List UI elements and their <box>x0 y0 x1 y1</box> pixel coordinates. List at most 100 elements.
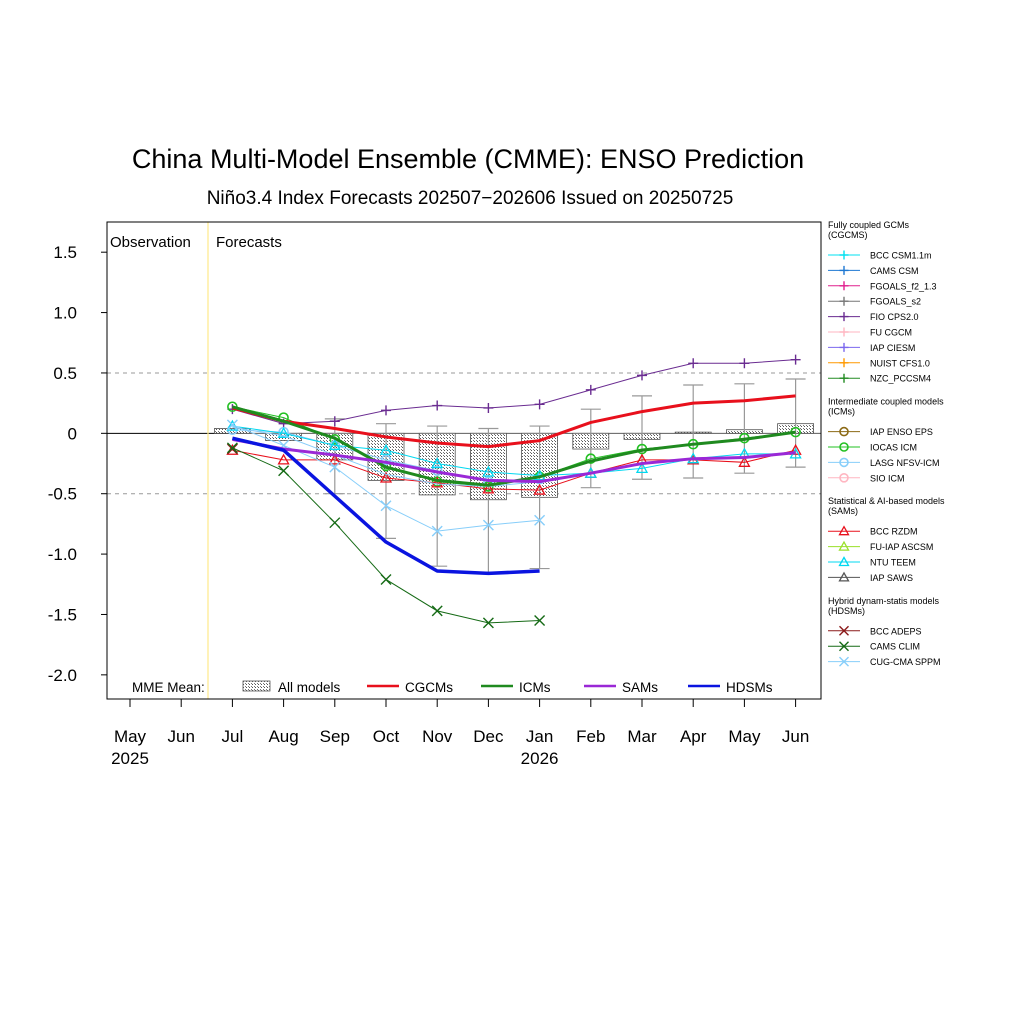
whisker <box>785 378 806 468</box>
mme-mean-line <box>232 437 796 484</box>
x-tick-label: Nov <box>422 727 453 746</box>
model-marker <box>381 405 391 416</box>
x-tick-label: May <box>728 727 761 746</box>
year-label: 2026 <box>521 749 559 768</box>
mme-mean-line <box>232 394 796 449</box>
legend-swatch-marker <box>839 641 849 652</box>
legend-swatch-marker <box>839 342 849 352</box>
mme-mean-label: MME Mean: <box>132 680 205 695</box>
model-marker <box>482 617 494 629</box>
model-marker <box>688 358 699 369</box>
legend-group-title: Statistical & AI-based models <box>828 496 945 506</box>
model-line <box>232 449 796 491</box>
y-tick-label: 1.5 <box>53 243 77 262</box>
plot-frame <box>106 221 822 700</box>
legend-swatch-marker <box>839 442 849 452</box>
model-line <box>232 359 796 425</box>
model-marker <box>380 573 392 585</box>
legend-swatch-marker <box>839 265 849 275</box>
model-marker <box>226 442 238 454</box>
axes: 1.5 1.0 0.5 0 -0.5 -1.0 -1.5 -2.0 May Jun Jul Aug Se… <box>48 234 810 768</box>
whisker <box>376 423 396 539</box>
legend-item-label: FGOALS_s2 <box>870 297 921 307</box>
mme-mean-line <box>231 436 540 576</box>
legend-group-title: Intermediate coupled models <box>828 397 944 407</box>
legend-swatch-marker <box>838 540 850 551</box>
legend-label: CGCMs <box>405 680 453 695</box>
x-tick-label: May <box>114 727 147 746</box>
legend-label: HDSMs <box>726 680 773 695</box>
model-marker <box>739 358 750 369</box>
legend-swatch-marker <box>839 327 849 337</box>
x-tick-label: Feb <box>576 727 605 746</box>
model-marker <box>277 453 290 465</box>
model-marker <box>637 370 647 381</box>
legend-item-label: IAP ENSO EPS <box>870 427 933 437</box>
model-marker <box>482 519 494 531</box>
legend-swatch-marker <box>838 525 850 536</box>
whisker <box>734 383 755 474</box>
model-marker <box>482 482 495 494</box>
observation-label: Observation <box>110 234 191 251</box>
legend-item-label: CAMS CSM <box>870 266 919 276</box>
legend-item-label: SIO ICM <box>870 473 905 483</box>
forecasts-label: Forecasts <box>216 234 282 251</box>
legend-item-label: FIO CPS2.0 <box>870 312 919 322</box>
legend-item-label: BCC CSM1.1m <box>870 251 932 261</box>
legend-swatch-marker <box>839 457 849 468</box>
bottom-legend: MME Mean: All models CGCMs ICMs SAMs HDSMs <box>132 680 773 695</box>
legend-swatch-marker <box>839 296 849 306</box>
model-marker <box>380 500 392 512</box>
model-marker <box>534 399 545 410</box>
x-tick-label: Mar <box>627 727 657 746</box>
legend-group-title: Hybrid dynam-statis models <box>828 596 940 606</box>
legend-label: SAMs <box>622 680 658 695</box>
y-tick-label: -1.0 <box>48 545 77 564</box>
model-marker <box>431 525 443 537</box>
legend-swatch-marker <box>839 656 849 667</box>
legend-hatch-swatch <box>242 680 271 692</box>
model-marker <box>328 453 341 465</box>
legend-item-label: CAMS CLIM <box>870 642 920 652</box>
legend-item-label: BCC RZDM <box>870 527 918 537</box>
x-tick-label: Dec <box>473 727 504 746</box>
model-marker <box>585 384 596 395</box>
model-marker <box>432 400 443 411</box>
plot-border <box>106 221 822 700</box>
legend-item-label: NTU TEEM <box>870 558 916 568</box>
legend-item-label: IAP SAWS <box>870 573 913 583</box>
legend: Fully coupled GCMs(CGCMS) BCC CSM1.1m CAMS… <box>828 220 945 667</box>
x-tick-label: Aug <box>268 727 298 746</box>
legend-group-title: (ICMs) <box>828 407 855 417</box>
model-marker <box>431 605 443 617</box>
legend-swatch-marker <box>839 625 849 636</box>
x-tick-label: Jun <box>167 727 194 746</box>
legend-swatch-marker <box>839 373 849 383</box>
mme-mean-series <box>231 394 796 576</box>
x-tick-label: Apr <box>680 727 707 746</box>
legend-swatch-marker <box>839 312 849 322</box>
model-marker <box>482 465 495 477</box>
model-marker <box>379 471 393 483</box>
x-tick-label: Oct <box>373 727 400 746</box>
model-marker <box>329 517 341 529</box>
model-marker <box>431 457 444 469</box>
model-marker <box>790 354 801 365</box>
legend-item-label: CUG-CMA SPPM <box>870 657 941 667</box>
legend-item-label: FU-IAP ASCSM <box>870 542 933 552</box>
model-marker <box>431 476 444 488</box>
legend-item-label: FU CGCM <box>870 328 912 338</box>
model-marker <box>277 426 290 438</box>
model-marker <box>329 416 340 427</box>
y-tick-label: -1.5 <box>48 605 77 624</box>
y-tick-label: -0.5 <box>48 485 77 504</box>
legend-item-label: BCC ADEPS <box>870 626 922 636</box>
model-marker <box>226 443 238 455</box>
legend-label: All models <box>278 680 341 695</box>
x-tick-label: Jun <box>782 727 809 746</box>
legend-swatch-marker <box>839 426 849 437</box>
y-tick-label: 1.0 <box>53 304 77 323</box>
model-marker <box>380 454 392 466</box>
legend-item-label: IOCAS ICM <box>870 443 917 453</box>
